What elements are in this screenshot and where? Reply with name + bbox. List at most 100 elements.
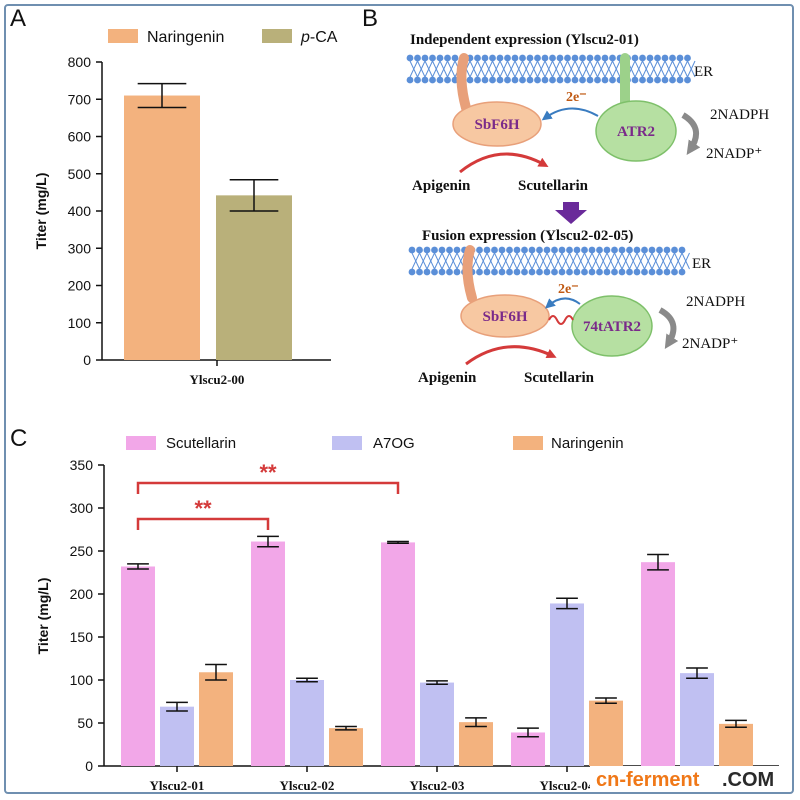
chart-a-ytick-label: 600 (68, 129, 92, 145)
watermark-text-suffix: .COM (722, 769, 774, 791)
chart-c-bar-a7og (550, 603, 584, 766)
chart-a-ytick-label: 700 (68, 91, 92, 107)
chart-a-ytick-label: 500 (68, 166, 92, 182)
panel-b-letter: B (362, 5, 378, 32)
significance-bracket: ** (136, 460, 400, 494)
chart-c-ytick-label: 300 (70, 500, 94, 516)
chart-c-bar-naringenin (459, 722, 493, 766)
diagram-top-title: Independent expression (Ylscu2-01) (410, 32, 639, 48)
membrane-bottom (408, 246, 690, 276)
chart-c-bar-scutellarin-error-bar (257, 535, 279, 548)
legend-label-a7og: A7OG (373, 435, 415, 452)
chart-c-bar-a7og-error-bar (556, 597, 578, 610)
chart-a-bar-pca-error-bar (229, 178, 279, 212)
chart-a-bar-naringenin-error-bar (137, 82, 187, 109)
chart-a-bar-pca (216, 195, 292, 360)
panel-a-letter: A (10, 5, 26, 32)
chart-c-bar-a7og-error-bar (686, 667, 708, 680)
electrons-label-bottom: 2e⁻ (558, 282, 579, 297)
diagram-independent: Independent expression (Ylscu2-01) ER Sb… (406, 32, 769, 194)
chart-c-bar-naringenin-error-bar (205, 663, 227, 681)
chart-c-bar-a7og (420, 682, 454, 766)
legend-label-naringenin: Naringenin (147, 29, 224, 46)
chart-a-ytick-label: 200 (68, 278, 92, 294)
chart-c-ytick-label: 200 (70, 586, 94, 602)
chart-c-bar-a7og-error-bar (296, 677, 318, 683)
legend-swatch-a7og (332, 436, 362, 450)
chart-a-ytick-label: 400 (68, 203, 92, 219)
chart-a-ytick-label: 0 (83, 352, 91, 368)
chart-c-bar-scutellarin (121, 566, 155, 766)
legend-swatch-pca (262, 29, 292, 43)
chart-c-ytick-label: 0 (85, 758, 93, 774)
chart-c-ytick-label: 350 (70, 457, 94, 473)
chart-a-category-label: Ylscu2-00 (190, 372, 245, 387)
atr2-enzyme (595, 100, 677, 162)
electron-transfer-arrow-bottom (544, 297, 581, 309)
chart-c-bar-naringenin-error-bar (335, 725, 357, 731)
chart-c-bar-a7og (290, 680, 324, 766)
membrane-top (406, 54, 696, 84)
chart-c-category-label: Ylscu2-02 (280, 778, 335, 793)
sbf6h-enzyme-bottom (460, 294, 550, 338)
significance-bracket: ** (136, 496, 270, 530)
chart-a-ylabel: Titer (mg/L) (33, 173, 49, 250)
significance-label: ** (194, 496, 212, 521)
chart-c-bar-a7og-error-bar (166, 701, 188, 712)
chart-c-ytick-label: 150 (70, 629, 94, 645)
legend-swatch-naringenin (108, 29, 138, 43)
electron-transfer-arrow-top (541, 107, 599, 121)
chart-c-category-label: Ylscu2-03 (410, 778, 465, 793)
nadph-arrow-top (681, 112, 701, 155)
chart-c-ytick-label: 50 (77, 715, 93, 731)
legend-swatch-scutellarin (126, 436, 156, 450)
legend-label-naringenin-c: Naringenin (551, 435, 624, 452)
chart-c-bar-scutellarin (251, 541, 285, 766)
nadph-label-top: 2NADPH (710, 107, 769, 123)
chart-c: Scutellarin A7OG Naringenin Titer (mg/L)… (35, 435, 779, 793)
chart-a-legend: Naringenin p-CA (108, 29, 338, 46)
watermark: cn-ferment .COM (590, 766, 792, 791)
nadp-label-bottom: 2NADP⁺ (682, 336, 738, 352)
chart-c-bar-a7og (160, 706, 194, 766)
nadp-label-top: 2NADP⁺ (706, 146, 762, 162)
chart-c-ytick-label: 100 (70, 672, 94, 688)
electrons-label-top: 2e⁻ (566, 90, 587, 105)
legend-swatch-naringenin-c (513, 436, 543, 450)
chart-c-bar-scutellarin-error-bar (517, 727, 539, 738)
chart-c-bar-naringenin-error-bar (595, 697, 617, 704)
chart-c-bar-scutellarin (641, 562, 675, 766)
chart-c-bar-scutellarin (511, 732, 545, 766)
nadph-arrow-bottom (658, 307, 679, 350)
p450-anchor-top (456, 53, 471, 113)
scutellarin-label-top: Scutellarin (518, 178, 589, 194)
membrane-top-label: ER (694, 64, 713, 80)
chart-c-bar-scutellarin (381, 542, 415, 766)
chart-c-bar-scutellarin-error-bar (387, 540, 409, 545)
membrane-bottom-label: ER (692, 256, 711, 272)
chart-c-bar-naringenin (329, 728, 363, 766)
watermark-text-main: cn-ferment (596, 769, 700, 791)
chart-c-bar-naringenin (589, 700, 623, 766)
chart-c-ytick-label: 250 (70, 543, 94, 559)
p450-anchor-bottom (462, 245, 477, 303)
sbf6h-label-top: SbF6H (474, 117, 519, 133)
chart-c-bar-naringenin (719, 723, 753, 766)
nadph-label-bottom: 2NADPH (686, 294, 745, 310)
sbf6h-label-bottom: SbF6H (482, 309, 527, 325)
chart-c-bar-a7og (680, 673, 714, 766)
reaction-arrow-bottom (465, 345, 557, 366)
chart-a-ytick-label: 800 (68, 54, 92, 70)
74tatr2-enzyme (571, 295, 653, 357)
chart-c-bar-naringenin (199, 672, 233, 766)
chart-c-bar-naringenin-error-bar (725, 719, 747, 729)
apigenin-label-bottom: Apigenin (418, 370, 477, 386)
74tatr2-label: 74tATR2 (583, 319, 641, 335)
chart-a-ytick-label: 100 (68, 315, 92, 331)
figure-frame (4, 4, 794, 794)
significance-label: ** (259, 460, 277, 485)
watermark-background (590, 766, 792, 790)
chart-c-legend: Scutellarin A7OG Naringenin (126, 435, 624, 452)
chart-c-ylabel: Titer (mg/L) (35, 578, 51, 655)
